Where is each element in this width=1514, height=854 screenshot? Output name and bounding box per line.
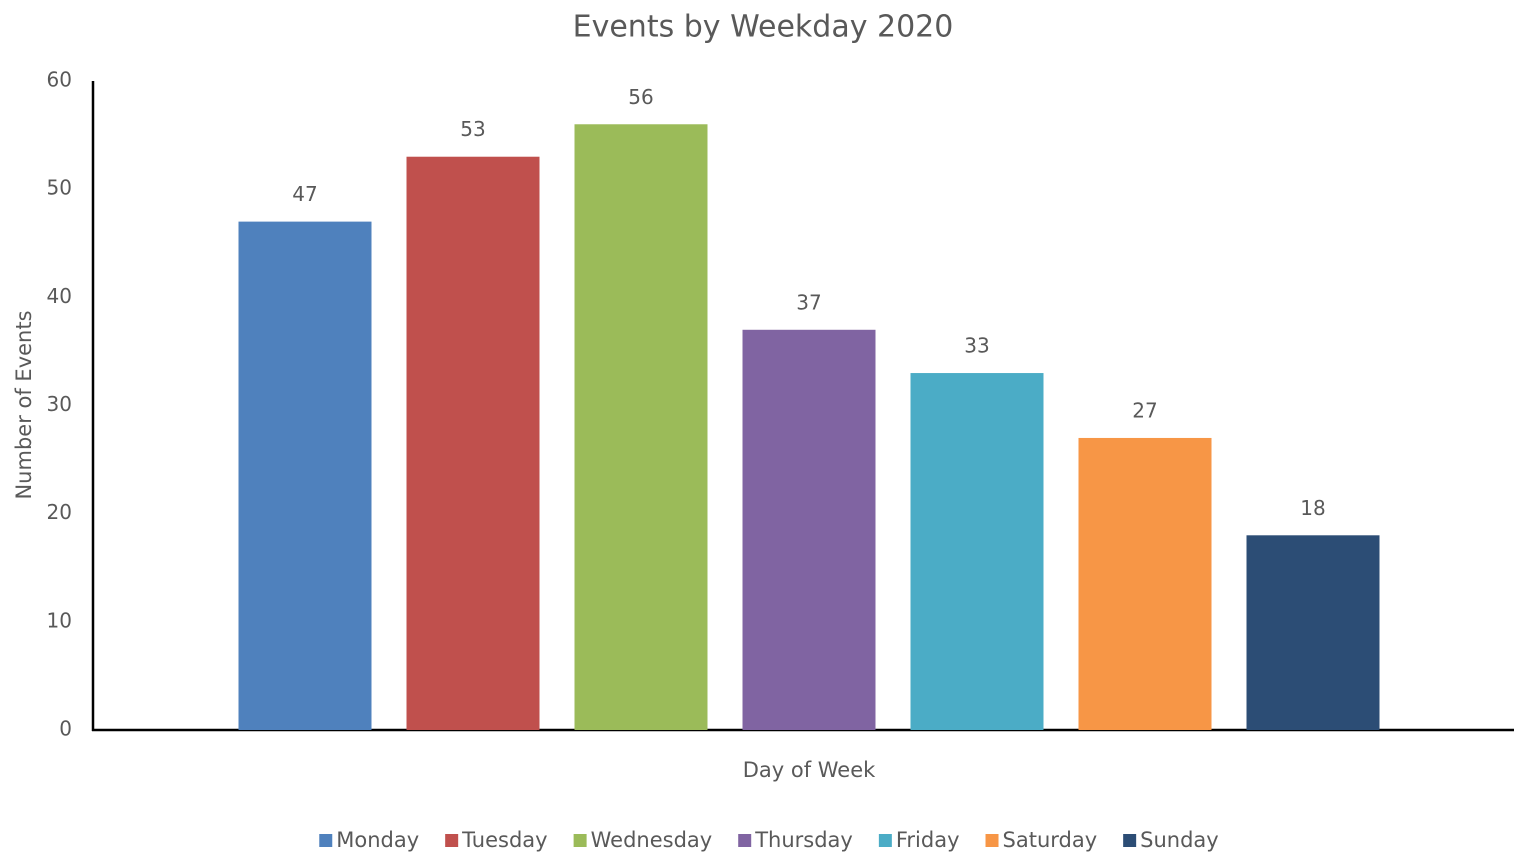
legend-swatch bbox=[878, 834, 892, 847]
y-tick-label: 0 bbox=[59, 717, 72, 741]
bar bbox=[406, 156, 540, 730]
legend-label: Saturday bbox=[1003, 828, 1098, 852]
y-tick-label: 20 bbox=[47, 500, 72, 524]
bar bbox=[238, 221, 372, 730]
data-label: 18 bbox=[1300, 496, 1325, 520]
legend-label: Sunday bbox=[1140, 828, 1219, 852]
data-label: 37 bbox=[796, 290, 821, 314]
data-label: 53 bbox=[460, 117, 485, 141]
legend-swatch bbox=[445, 834, 459, 847]
data-label: 47 bbox=[292, 182, 317, 206]
data-label: 27 bbox=[1132, 398, 1157, 422]
legend-label: Monday bbox=[336, 828, 419, 852]
y-tick-label: 10 bbox=[47, 608, 72, 632]
data-label: 33 bbox=[964, 334, 989, 358]
y-axis-title: Number of Events bbox=[12, 310, 36, 499]
legend-label: Wednesday bbox=[591, 828, 713, 852]
legend-label: Tuesday bbox=[461, 828, 547, 852]
y-tick-label: 50 bbox=[47, 176, 72, 200]
legend-swatch bbox=[319, 834, 333, 847]
chart-title: Events by Weekday 2020 bbox=[573, 10, 954, 45]
legend-label: Thursday bbox=[754, 828, 853, 852]
bar bbox=[1246, 535, 1380, 730]
y-tick-label: 60 bbox=[47, 68, 72, 92]
legend-swatch bbox=[1123, 834, 1137, 847]
bar bbox=[910, 373, 1044, 730]
y-tick-label: 40 bbox=[47, 284, 72, 308]
bar bbox=[574, 124, 708, 731]
x-axis-title: Day of Week bbox=[743, 758, 876, 782]
legend-swatch bbox=[985, 834, 999, 847]
bar bbox=[1078, 437, 1212, 730]
bar bbox=[742, 329, 876, 730]
legend-label: Friday bbox=[896, 828, 960, 852]
y-tick-label: 30 bbox=[47, 392, 72, 416]
legend-swatch bbox=[738, 834, 752, 847]
legend-swatch bbox=[573, 834, 587, 847]
data-label: 56 bbox=[628, 85, 653, 109]
